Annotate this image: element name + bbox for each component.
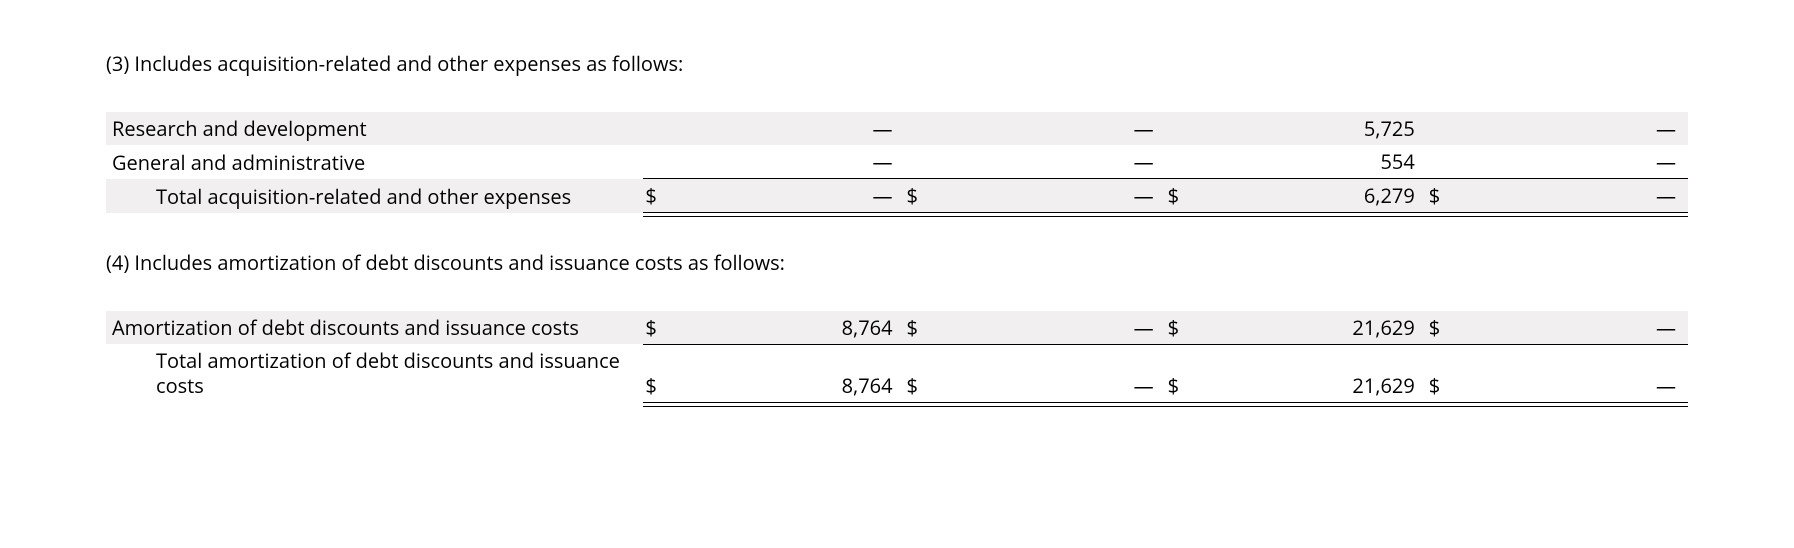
row-label: General and administrative — [106, 145, 643, 179]
value-cell: — — [933, 311, 1166, 345]
value-cell: 554 — [1194, 145, 1427, 179]
currency-cell: $ — [1166, 311, 1194, 345]
footnote-4: (4) Includes amortization of debt discou… — [106, 249, 1688, 277]
table-row-total: Total amortization of debt discounts and… — [106, 344, 1688, 402]
value-cell: — — [1455, 112, 1688, 145]
currency-cell: $ — [643, 344, 671, 402]
value-cell: — — [1455, 179, 1688, 213]
table-row-total: Total acquisition-related and other expe… — [106, 179, 1688, 213]
row-label: Total amortization of debt discounts and… — [106, 344, 643, 402]
value-cell: — — [1455, 344, 1688, 402]
value-cell: — — [933, 344, 1166, 402]
acquisition-expenses-table: Research and development — — 5,725 — Gen… — [106, 112, 1688, 217]
double-rule — [106, 402, 1688, 406]
currency-cell — [905, 145, 933, 179]
row-label: Research and development — [106, 112, 643, 145]
currency-cell — [905, 112, 933, 145]
row-label: Amortization of debt discounts and issua… — [106, 311, 643, 345]
currency-cell — [643, 112, 671, 145]
currency-cell: $ — [905, 179, 933, 213]
currency-cell — [643, 145, 671, 179]
value-cell: 6,279 — [1194, 179, 1427, 213]
currency-cell: $ — [643, 179, 671, 213]
amortization-table: Amortization of debt discounts and issua… — [106, 311, 1688, 407]
currency-cell — [1166, 112, 1194, 145]
footnote-3: (3) Includes acquisition-related and oth… — [106, 50, 1688, 78]
value-cell: 8,764 — [671, 344, 904, 402]
currency-cell — [1427, 145, 1455, 179]
value-cell: — — [1455, 311, 1688, 345]
value-cell: — — [933, 179, 1166, 213]
value-cell: — — [671, 179, 904, 213]
currency-cell: $ — [905, 344, 933, 402]
value-cell: — — [671, 145, 904, 179]
table-row: General and administrative — — 554 — — [106, 145, 1688, 179]
value-cell: — — [933, 145, 1166, 179]
currency-cell: $ — [643, 311, 671, 345]
value-cell: 21,629 — [1194, 311, 1427, 345]
currency-cell: $ — [1427, 344, 1455, 402]
currency-cell: $ — [1427, 179, 1455, 213]
value-cell: — — [671, 112, 904, 145]
value-cell: 5,725 — [1194, 112, 1427, 145]
value-cell: — — [933, 112, 1166, 145]
currency-cell: $ — [1166, 179, 1194, 213]
currency-cell: $ — [1166, 344, 1194, 402]
row-label: Total acquisition-related and other expe… — [106, 179, 643, 213]
value-cell: — — [1455, 145, 1688, 179]
table-row: Research and development — — 5,725 — — [106, 112, 1688, 145]
double-rule — [106, 213, 1688, 217]
currency-cell — [1427, 112, 1455, 145]
value-cell: 21,629 — [1194, 344, 1427, 402]
currency-cell: $ — [905, 311, 933, 345]
currency-cell: $ — [1427, 311, 1455, 345]
currency-cell — [1166, 145, 1194, 179]
table-row: Amortization of debt discounts and issua… — [106, 311, 1688, 345]
value-cell: 8,764 — [671, 311, 904, 345]
